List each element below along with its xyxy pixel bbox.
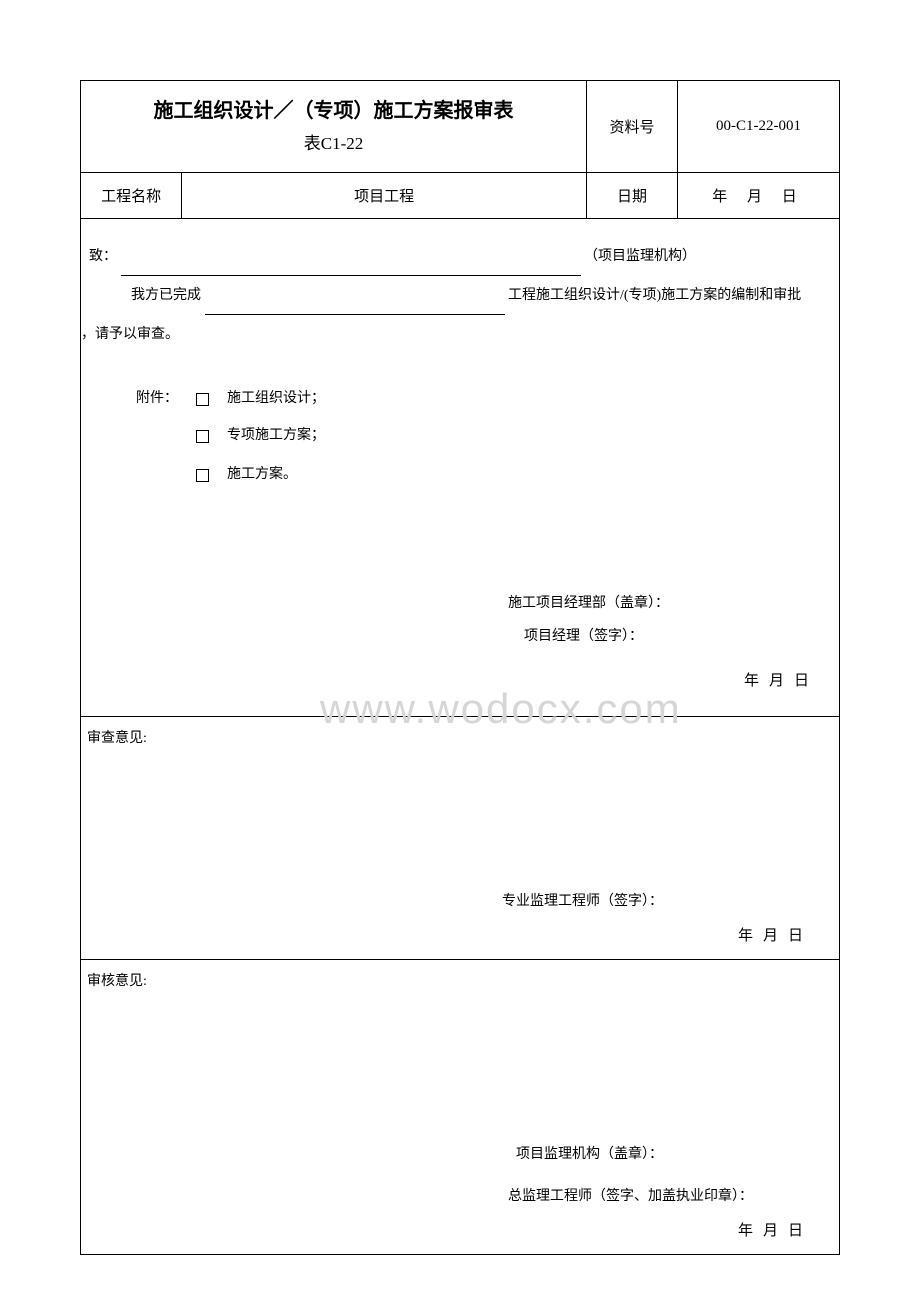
review1-date: 年月日 (87, 924, 833, 945)
to-suffix: （项目监理机构） (584, 249, 696, 264)
completed-prefix: 我方已完成 (131, 288, 201, 303)
project-label: 工程名称 (81, 172, 182, 218)
form-subtitle: 表C1-22 (89, 129, 578, 160)
completed-suffix: 工程施工组织设计/(专项)施工方案的编制和审批 (508, 288, 801, 303)
body-sig-1: 施工项目经理部（盖章）： (81, 587, 839, 621)
date-value: 年 月 日 (678, 172, 840, 218)
review2-title: 审核意见: (87, 970, 833, 990)
project-value: 项目工程 (182, 172, 587, 218)
doc-no-value: 00-C1-22-001 (678, 81, 840, 173)
checkbox-2[interactable] (196, 430, 209, 443)
date-label: 日期 (586, 172, 677, 218)
header-row-2: 工程名称 项目工程 日期 年 月 日 (81, 172, 840, 218)
review1-row: 审查意见: 专业监理工程师（签字）： 年月日 (81, 716, 840, 959)
completed-line: 我方已完成 工程施工组织设计/(专项)施工方案的编制和审批 (81, 276, 839, 315)
review2-sig2: 总监理工程师（签字、加盖执业印章）： (87, 1182, 833, 1213)
attach-row-1: 附件： 施工组织设计； (81, 384, 839, 415)
spacer (81, 354, 839, 384)
body-date: 年月日 (81, 660, 839, 702)
review2-sig1: 项目监理机构（盖章）： (87, 1140, 833, 1171)
review2-date: 年月日 (87, 1219, 833, 1240)
doc-no-label: 资料号 (586, 81, 677, 173)
review2-row: 审核意见: 项目监理机构（盖章）： 总监理工程师（签字、加盖执业印章）： 年月日 (81, 959, 840, 1255)
attach-row-2: 专项施工方案； (81, 421, 839, 452)
tail-line: ，请予以审查。 (81, 315, 839, 354)
page-container: www.wodocx.com 施工组织设计／（专项）施工方案报审表 表C1-22… (80, 80, 840, 1255)
spacer-2 (81, 497, 839, 587)
attach-item-2: 专项施工方案； (227, 421, 325, 452)
body-row: 致： （项目监理机构） 我方已完成 工程施工组织设计/(专项)施工方案的编制和审… (81, 218, 840, 716)
to-line: 致： （项目监理机构） (81, 237, 839, 276)
checkbox-3[interactable] (196, 469, 209, 482)
attach-row-3: 施工方案。 (81, 460, 839, 491)
header-row-1: 施工组织设计／（专项）施工方案报审表 表C1-22 资料号 00-C1-22-0… (81, 81, 840, 173)
completed-underline[interactable] (205, 297, 505, 315)
review2-spacer (87, 990, 833, 1140)
form-title-cell: 施工组织设计／（专项）施工方案报审表 表C1-22 (81, 81, 587, 173)
form-title: 施工组织设计／（专项）施工方案报审表 (89, 93, 578, 129)
to-underline[interactable] (121, 258, 581, 276)
attach-item-3: 施工方案。 (227, 460, 297, 491)
checkbox-1[interactable] (196, 393, 209, 406)
review2-cell: 审核意见: 项目监理机构（盖章）： 总监理工程师（签字、加盖执业印章）： 年月日 (81, 959, 840, 1255)
body-sig-2: 项目经理（签字）： (81, 620, 839, 654)
attach-item-1: 施工组织设计； (227, 384, 325, 415)
review1-cell: 审查意见: 专业监理工程师（签字）： 年月日 (81, 716, 840, 959)
body-cell: 致： （项目监理机构） 我方已完成 工程施工组织设计/(专项)施工方案的编制和审… (81, 218, 840, 716)
attach-label: 附件： (81, 384, 196, 415)
form-table: 施工组织设计／（专项）施工方案报审表 表C1-22 资料号 00-C1-22-0… (80, 80, 840, 1255)
to-label: 致： (89, 249, 117, 264)
review1-sig: 专业监理工程师（签字）： (87, 887, 833, 918)
review1-title: 审查意见: (87, 727, 833, 747)
review1-spacer (87, 747, 833, 887)
